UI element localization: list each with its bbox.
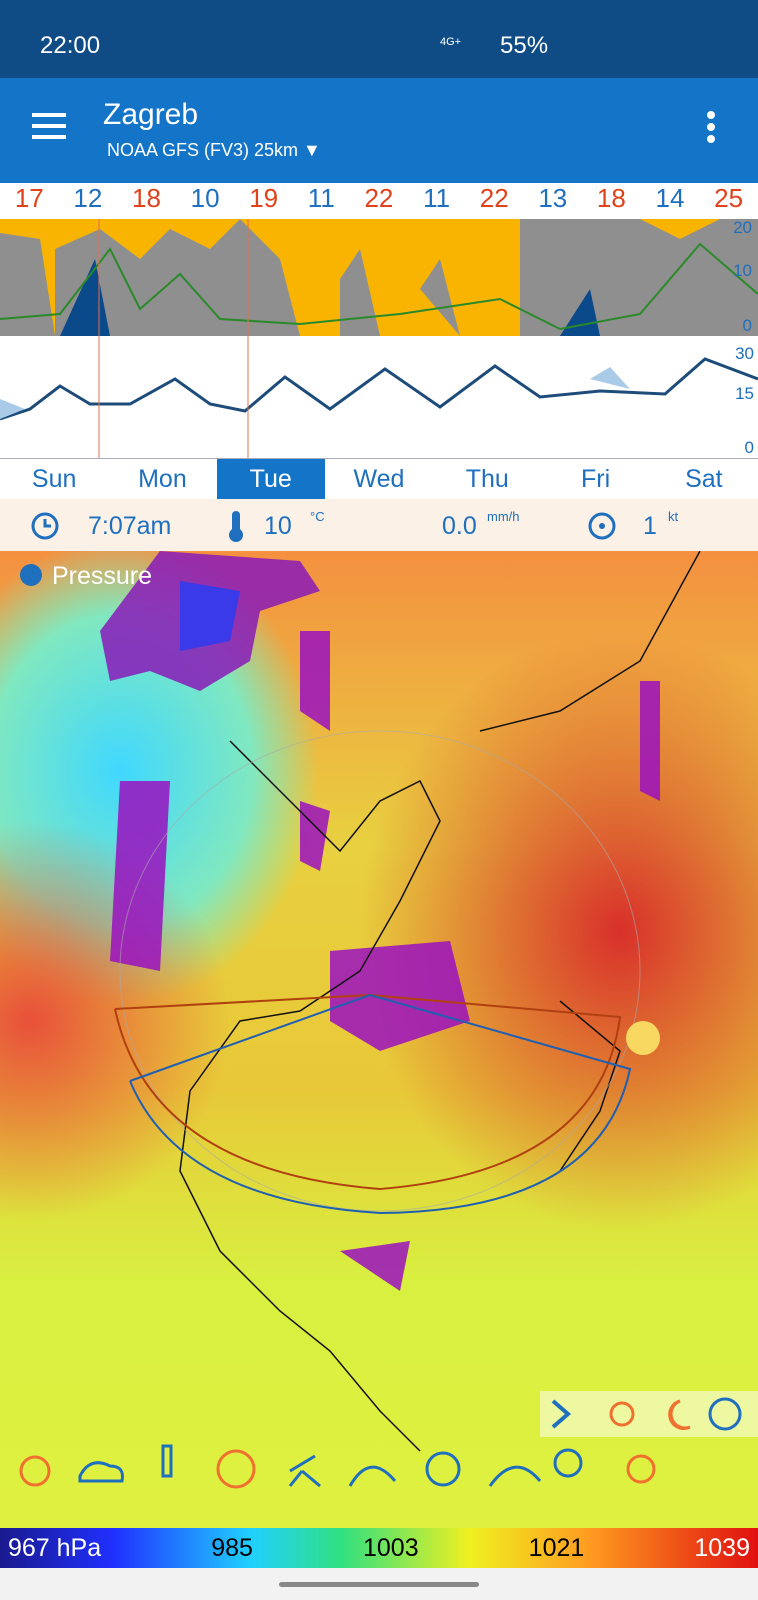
temperature-value: 14: [655, 183, 685, 213]
legend-label: 1021: [528, 1533, 585, 1562]
home-handle[interactable]: [279, 1582, 479, 1587]
time: 7:07am: [88, 512, 172, 540]
temperature-value: 22: [364, 183, 394, 213]
model-selector[interactable]: NOAA GFS (FV3) 25km ▼: [107, 140, 321, 160]
temperature-value: 17: [14, 183, 44, 213]
day-tab[interactable]: Sun: [31, 465, 77, 493]
temp-axis-label: 0: [745, 438, 754, 457]
help-button[interactable]: [708, 1397, 742, 1431]
precip-axis-label: 0: [743, 316, 752, 335]
model-name: NOAA GFS (FV3) 25km: [107, 140, 299, 160]
temperature-value: 25: [714, 183, 744, 213]
day-tabs: Sun Mon Tue Wed Thu Fri Sat: [0, 458, 758, 500]
menu-button[interactable]: [32, 111, 68, 141]
wind-unit: kt: [668, 509, 679, 524]
legend-label: 985: [211, 1533, 253, 1562]
legend-label: 1039: [694, 1533, 750, 1562]
wind: 1: [643, 512, 657, 540]
temperature-value: 19: [249, 183, 279, 213]
expand-button[interactable]: [551, 1399, 572, 1429]
day-tab[interactable]: Mon: [138, 465, 187, 493]
layer-label: Pressure: [52, 562, 152, 590]
pressure-legend: 967 hPa 985 1003 1021 1039: [0, 1528, 758, 1568]
temperature-value: 12: [73, 183, 103, 213]
day-tab[interactable]: Wed: [353, 465, 405, 493]
legend-label: 967 hPa: [8, 1533, 102, 1562]
location-title: Zagreb: [103, 98, 199, 131]
sun-button[interactable]: [609, 1401, 635, 1427]
battery: 55%: [500, 32, 549, 59]
clock-icon: [31, 512, 59, 540]
info-bar: 7:07am 10 °C 0.0 mm/h 1 kt: [0, 499, 758, 551]
temperature-row: 17 12 18 10 19 11 22 11 22 13 18 14 25: [0, 183, 758, 219]
temperature-value: 13: [538, 183, 568, 213]
rain: 0.0: [442, 512, 477, 540]
temperature: 10: [264, 512, 292, 540]
day-tab[interactable]: Sat: [685, 465, 723, 493]
temperature-value: 22: [479, 183, 509, 213]
moon-button[interactable]: [668, 1399, 691, 1430]
temperature-value: 11: [423, 183, 451, 213]
clock: 22:00: [40, 32, 101, 59]
forecast-graphs: 20 10 0 30 15 0: [0, 219, 758, 458]
wind-icon: [588, 512, 616, 540]
layer-icons: [19, 1444, 656, 1489]
rain-unit: mm/h: [487, 509, 520, 524]
status-bar: 22:00 4G+ 55%: [0, 0, 758, 78]
temp-axis-label: 30: [735, 344, 754, 363]
legend-label: 1003: [362, 1533, 419, 1562]
map-overlay: Pressure: [19, 551, 758, 1489]
precip-axis-label: 20: [733, 219, 752, 237]
map[interactable]: Pressure: [0, 551, 758, 1528]
temperature-value: 18: [132, 183, 161, 213]
toolbar: Zagreb NOAA GFS (FV3) 25km ▼: [0, 78, 758, 183]
overflow-menu[interactable]: [706, 110, 716, 144]
day-tab[interactable]: Fri: [580, 465, 611, 493]
temperature-value: 11: [307, 183, 335, 213]
day-tab[interactable]: Tue: [216, 459, 325, 500]
day-tab[interactable]: Thu: [465, 465, 509, 493]
thermometer-icon: [229, 511, 243, 542]
nav-bar: [0, 1568, 758, 1600]
temperature-value: 18: [596, 183, 626, 213]
temp-axis-label: 15: [735, 384, 754, 403]
network: 4G+: [440, 36, 462, 48]
temperature-value: 10: [190, 183, 220, 213]
precip-axis-label: 10: [733, 261, 752, 280]
temperature-unit: °C: [310, 509, 325, 524]
